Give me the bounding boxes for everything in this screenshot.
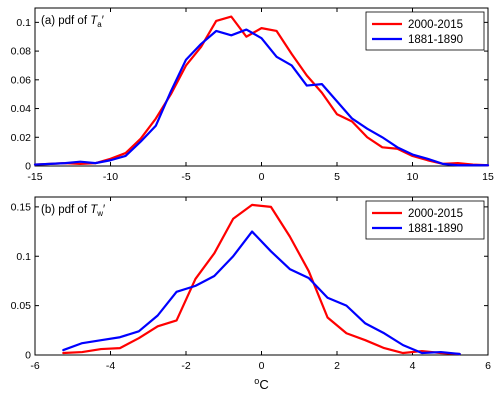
y-tick-label: 0.06 [11, 74, 32, 86]
legend-label: 2000-2015 [408, 208, 463, 220]
y-tick-label: 0.02 [11, 132, 32, 144]
x-tick-label: 15 [482, 171, 494, 183]
y-tick-label: 0.05 [11, 300, 32, 312]
legend-label: 1881-1890 [408, 223, 463, 235]
series-line-red [33, 15, 490, 167]
series-line-red [62, 203, 461, 356]
y-tick-label: 0 [25, 161, 31, 173]
y-tick-label: 0.04 [11, 103, 32, 115]
legend-a: 2000-2015 1881-1890 [365, 11, 485, 51]
x-tick-label: 10 [407, 171, 419, 183]
x-tick-label: 0 [259, 171, 265, 183]
series-line-blue [62, 230, 461, 356]
series-lines-a [33, 15, 490, 167]
y-tick-label: 0.08 [11, 46, 32, 58]
x-tick-label: 6 [485, 360, 491, 372]
panel-a: -15 -10 -5 0 5 10 15 0 0.02 0.04 0.06 0.08 0.1 (a) p… [11, 7, 494, 183]
x-tick-label: -15 [27, 171, 42, 183]
legend-b: 2000-2015 1881-1890 [365, 200, 485, 240]
legend-box [365, 200, 485, 240]
x-tick-label: 0 [259, 360, 265, 372]
x-axis-label: oC [254, 376, 268, 392]
y-tick-label: 0 [25, 350, 31, 362]
y-tick-label: 0.1 [16, 251, 31, 263]
x-tick-label: 5 [334, 171, 340, 183]
y-tick-label: 0.1 [16, 17, 31, 29]
x-tick-label: 2 [334, 360, 340, 372]
x-tick-label: -4 [106, 360, 115, 372]
axes-b: -6 -4 -2 0 2 4 6 0 0.05 0.1 0.15 [11, 197, 491, 372]
legend-label: 1881-1890 [408, 34, 463, 46]
y-tick-label: 0.15 [11, 201, 32, 213]
x-tick-label: -5 [181, 171, 190, 183]
panel-label-a: (a) pdf of Ta′ [41, 15, 104, 29]
series-line-blue [33, 28, 490, 167]
panel-b: -6 -4 -2 0 2 4 6 0 0.05 0.1 0.15 (b) pdf of Tw′ 20… [11, 196, 491, 372]
legend-box [365, 11, 485, 51]
panel-label-b: (b) pdf of Tw′ [41, 204, 105, 218]
legend-label: 2000-2015 [408, 19, 463, 31]
x-tick-label: 4 [410, 360, 416, 372]
series-lines-b [62, 203, 461, 356]
x-tick-label: -6 [30, 360, 39, 372]
axes-a: -15 -10 -5 0 5 10 15 0 0.02 0.04 0.06 0.08 0.1 [11, 8, 494, 183]
x-tick-label: -2 [181, 360, 190, 372]
x-tick-label: -10 [103, 171, 118, 183]
